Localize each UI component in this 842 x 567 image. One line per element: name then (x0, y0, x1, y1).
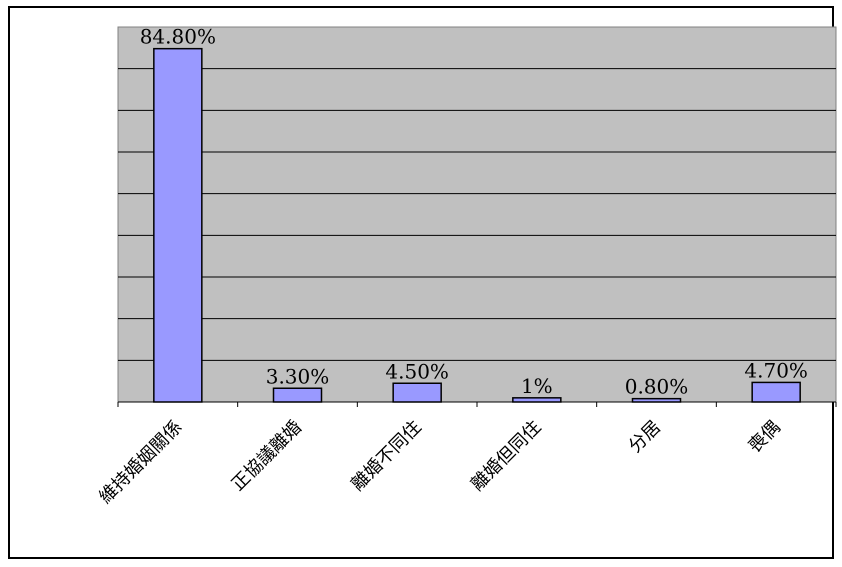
plot-area (117, 26, 837, 403)
data-label: 3.30% (266, 364, 330, 388)
data-label: 0.80% (625, 375, 689, 399)
bars (153, 47, 801, 403)
gridlines (118, 68, 836, 361)
bar (512, 397, 562, 403)
category-label: 維持婚姻關係 (95, 417, 186, 508)
bar (392, 382, 442, 403)
data-label: 84.80% (140, 25, 216, 49)
category-label: 喪偶 (744, 417, 784, 457)
data-label: 1% (521, 374, 553, 398)
data-label: 4.50% (385, 359, 449, 383)
category-label: 分居 (625, 417, 665, 457)
x-axis (117, 401, 837, 407)
category-label: 正協議離婚 (228, 417, 306, 495)
category-label: 離婚不同住 (347, 417, 425, 495)
bar (153, 47, 203, 403)
bar (751, 381, 801, 403)
category-label: 離婚但同住 (467, 417, 545, 495)
category-labels: 維持婚姻關係 正協議離婚 離婚不同住 離婚但同住 分居 喪偶 (95, 417, 785, 508)
data-label: 4.70% (744, 358, 808, 382)
bar (272, 387, 323, 403)
value-labels: 84.80% 3.30% 4.50% 1% 0.80% 4.70% (140, 25, 808, 399)
